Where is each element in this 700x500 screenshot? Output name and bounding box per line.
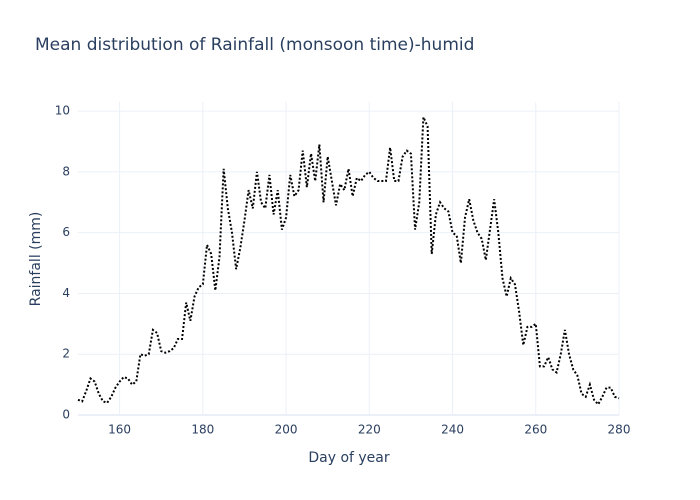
y-tick-label: 8 bbox=[62, 164, 70, 178]
x-tick-label: 280 bbox=[608, 423, 631, 437]
x-axis-title: Day of year bbox=[308, 450, 390, 466]
y-axis-title: Rainfall (mm) bbox=[28, 212, 44, 307]
y-tick-label: 0 bbox=[62, 408, 70, 422]
y-tick-label: 4 bbox=[62, 286, 70, 300]
y-tick-label: 6 bbox=[62, 225, 70, 239]
x-tick-label: 200 bbox=[275, 423, 298, 437]
x-tick-label: 220 bbox=[358, 423, 381, 437]
y-tick-label: 10 bbox=[55, 104, 70, 118]
x-tick-label: 240 bbox=[441, 423, 464, 437]
line bbox=[77, 116, 620, 407]
y-tick-label: 2 bbox=[62, 347, 70, 361]
x-tick-label: 260 bbox=[524, 423, 547, 437]
chart-title: Mean distribution of Rainfall (monsoon t… bbox=[35, 35, 474, 55]
x-tick-label: 160 bbox=[108, 423, 131, 437]
x-tick-label: 180 bbox=[191, 423, 214, 437]
